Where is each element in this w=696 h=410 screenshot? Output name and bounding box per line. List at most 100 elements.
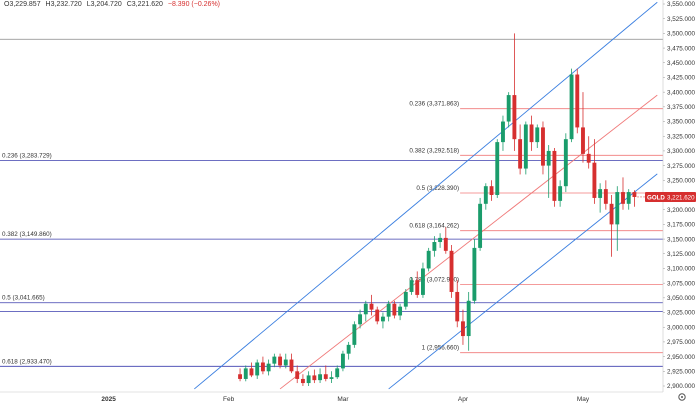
candle-body [546,150,551,166]
candle-body [575,74,580,128]
price-tick-label: 3,100.000 [667,266,696,273]
candle-body [472,247,477,301]
price-tick-label: 3,350.000 [667,119,696,126]
price-tick-label: 3,050.000 [667,295,696,302]
price-tick-label: 3,125.000 [667,251,696,258]
price-tick-label: 3,450.000 [667,60,696,67]
fib-short-level-label: 0.236 (3,371.863) [409,101,459,108]
ohlc-close: C3,221.620 [126,1,163,8]
price-tick-label: 3,550.000 [667,1,696,8]
price-tick-label: 3,000.000 [667,324,696,331]
price-tick-label: 3,500.000 [667,31,696,38]
candle-body [529,124,534,143]
candle-body [483,186,488,204]
price-tick-label: 3,175.000 [667,222,696,229]
candle-body [501,121,505,143]
candle-body [443,237,448,251]
ohlc-low: L3,204.720 [86,1,122,8]
candle-body [403,291,408,307]
candle-body [449,250,454,292]
candle-body [506,95,511,122]
ohlc-high: H3,232.720 [45,1,82,8]
candle-body [563,139,568,187]
time-axis[interactable]: 2025 Feb Mar Apr May [0,391,663,403]
candle-body [586,153,591,163]
candle-body [598,189,603,198]
candle-body [438,237,443,243]
price-tick-label: 3,375.000 [667,104,696,111]
last-price-label: 3,221.620 [667,194,695,201]
candle-body [461,321,465,337]
price-tick-label: 3,025.000 [667,310,696,317]
time-tick-label: 2025 [101,396,116,403]
price-tick-label: 3,475.000 [667,45,696,52]
price-tick-label: 2,975.000 [667,339,696,346]
candle-body [363,303,368,315]
fib-long-level-label: 0.236 (3,283.729) [2,152,52,159]
fib-long-level-label: 0.382 (3,149.860) [2,231,52,238]
candle-body [323,374,328,379]
candle-body [478,203,483,248]
candle-body [632,192,637,197]
candle-body [255,362,260,376]
candle-body [380,316,385,322]
chart-settings-gear-icon[interactable] [678,393,686,401]
candle-body [432,242,437,251]
fib-short-level-label: 0.5 (3,228.390) [416,185,459,192]
price-tick-label: 3,400.000 [667,89,696,96]
candle-body [621,192,625,204]
candle-body [455,291,460,322]
candle-body [615,192,620,225]
candle-body [609,203,614,225]
price-tick-label: 2,900.000 [667,383,696,390]
candle-body [592,162,597,198]
candle-body [466,300,471,337]
candle-body [523,124,528,169]
time-tick-label: May [577,396,590,403]
ohlc-change: −8.390 (−0.26%) [167,1,221,8]
ohlc-readout: O3,229.857 H3,232.720 L3,204.720 C3,221.… [4,1,223,8]
candle-body [386,303,391,317]
candle-body [369,303,374,310]
fib-retracement-long[interactable]: 0.236 (3,283.729) 0.382 (3,149.860) 0.5 (3… [0,38,663,367]
price-tick-label: 2,925.000 [667,369,696,376]
candle-body [295,371,300,379]
candle-body [518,139,523,169]
price-tick-label: 3,425.000 [667,75,696,82]
fib-short-level-label: 0.382 (3,292.518) [409,147,459,154]
candle-body [535,127,540,143]
fib-short-level-label: 0.786 (3,072.960) [409,276,459,283]
price-tick-label: 3,525.000 [667,16,696,23]
symbol-price-badge: GOLD 3,221.620 [645,191,696,202]
price-tick-label: 3,275.000 [667,163,696,170]
candle-body [426,250,431,269]
candle-body [626,192,631,204]
time-tick-label: Feb [223,396,235,403]
ohlc-open: O3,229.857 [4,1,41,8]
candle-body [238,374,242,379]
candle-body [346,344,351,354]
time-tick-label: Apr [458,396,469,403]
price-tick-label: 3,075.000 [667,280,696,287]
fib-short-level-label: 1 (2,956.660) [422,345,459,352]
candle-body [569,74,574,140]
price-tick-label: 3,300.000 [667,148,696,155]
parallel-channel[interactable] [194,1,658,390]
candle-body [421,268,425,295]
candle-body [495,142,500,195]
candle-body [266,363,271,372]
candle-body [300,378,305,384]
candle-body [489,186,494,195]
candle-series [238,33,637,386]
candle-body [409,280,414,292]
candle-body [558,186,563,201]
price-tick-label: 2,950.000 [667,354,696,361]
candle-body [512,95,517,140]
candle-body [306,375,311,384]
candle-body [312,375,317,381]
candle-body [272,356,277,364]
candle-body [278,356,283,366]
time-tick-label: Mar [337,396,349,403]
badge-background [645,191,696,202]
